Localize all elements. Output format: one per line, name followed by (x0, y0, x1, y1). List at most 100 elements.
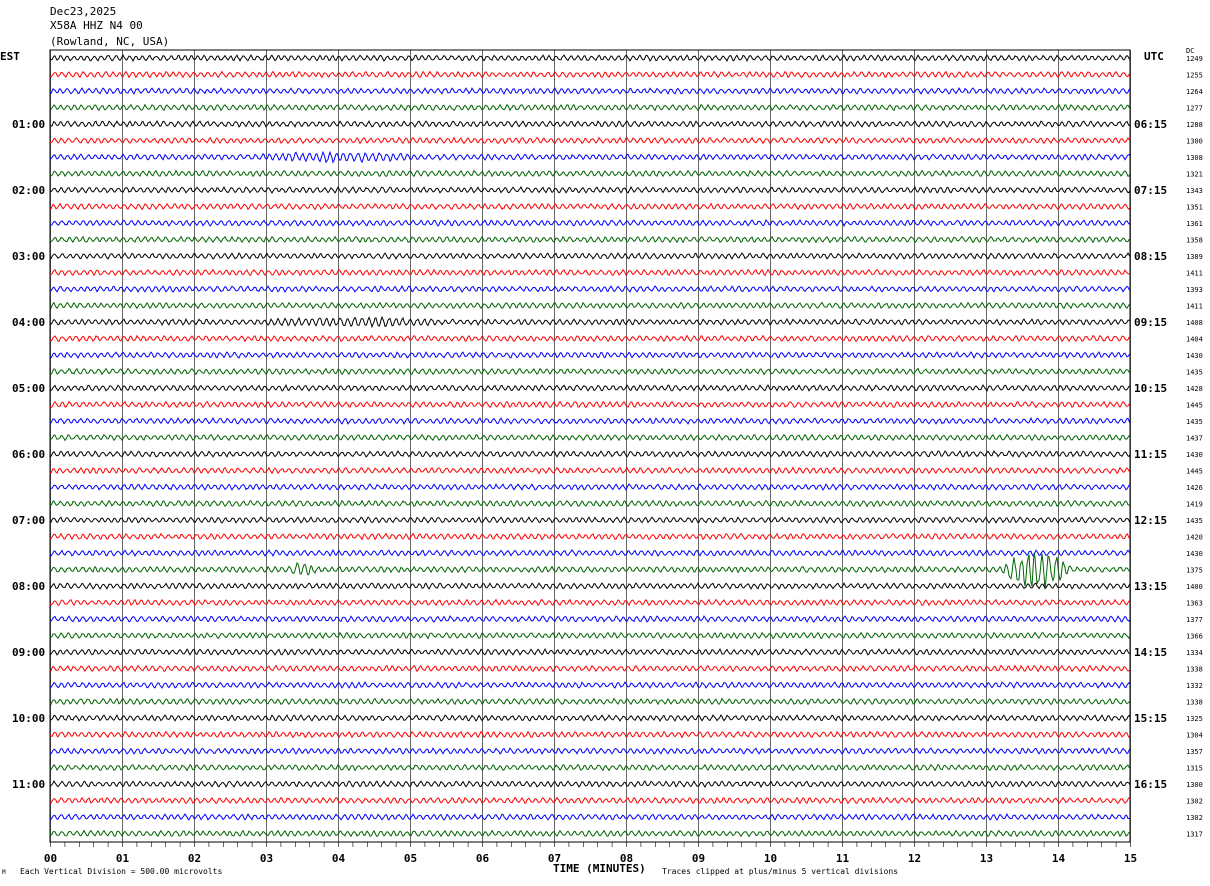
dc-value: 1430 (1186, 352, 1203, 360)
dc-value: 1435 (1186, 517, 1203, 525)
dc-value: 1308 (1186, 154, 1203, 162)
trace-row (50, 72, 1130, 78)
trace-row (50, 831, 1130, 837)
dc-value: 1304 (1186, 732, 1203, 740)
trace-row (50, 286, 1130, 292)
x-tick-label: 05 (404, 852, 417, 865)
dc-value: 1404 (1186, 336, 1203, 344)
x-tick-label: 10 (764, 852, 777, 865)
dc-value: 1334 (1186, 649, 1203, 657)
est-hour-label: 05:00 (12, 382, 45, 395)
dc-value: 1363 (1186, 600, 1203, 608)
dc-value: 1393 (1186, 286, 1203, 294)
dc-value: 1351 (1186, 204, 1203, 212)
utc-hour-label: 16:15 (1134, 778, 1167, 791)
trace-row (50, 484, 1130, 490)
est-hour-label: 04:00 (12, 316, 45, 329)
dc-value: 1288 (1186, 121, 1203, 129)
x-tick-label: 14 (1052, 852, 1066, 865)
dc-value: 1264 (1186, 88, 1203, 96)
x-axis-label: TIME (MINUTES) (553, 862, 646, 875)
dc-value: 1437 (1186, 435, 1203, 443)
x-tick-label: 01 (116, 852, 130, 865)
x-tick-label: 04 (332, 852, 346, 865)
utc-hour-label: 13:15 (1134, 580, 1167, 593)
trace-row (50, 468, 1130, 474)
trace-row (50, 237, 1130, 243)
dc-value: 1389 (1186, 253, 1203, 261)
trace-row (50, 781, 1130, 787)
est-hour-label: 10:00 (12, 712, 45, 725)
est-hour-label: 07:00 (12, 514, 45, 527)
dc-value: 1249 (1186, 55, 1203, 63)
trace-row (50, 616, 1130, 622)
dc-value: 1430 (1186, 550, 1203, 558)
dc-value: 1445 (1186, 402, 1203, 410)
dc-value: 1300 (1186, 138, 1203, 146)
x-tick-label: 15 (1124, 852, 1137, 865)
trace-row (50, 682, 1130, 688)
est-hour-label: 02:00 (12, 184, 45, 197)
dc-value: 1343 (1186, 187, 1203, 195)
dc-value: 1302 (1186, 814, 1203, 822)
utc-hour-label: 07:15 (1134, 184, 1167, 197)
utc-hour-label: 08:15 (1134, 250, 1167, 263)
trace-row (50, 553, 1130, 590)
trace-row (50, 534, 1130, 540)
trace-row (50, 369, 1130, 375)
trace-row (50, 715, 1130, 721)
utc-hour-label: 11:15 (1134, 448, 1167, 461)
trace-row (50, 633, 1130, 639)
trace-row (50, 171, 1130, 177)
est-hour-label: 11:00 (12, 778, 45, 791)
trace-row (50, 732, 1130, 738)
dc-value: 1315 (1186, 765, 1203, 773)
est-hour-label: 08:00 (12, 580, 45, 593)
dc-value: 1357 (1186, 748, 1203, 756)
x-tick-label: 00 (44, 852, 57, 865)
dc-value: 1255 (1186, 72, 1203, 80)
utc-hour-label: 12:15 (1134, 514, 1167, 527)
x-tick-label: 02 (188, 852, 201, 865)
x-tick-label: 13 (980, 852, 993, 865)
trace-row (50, 220, 1130, 226)
trace-row (50, 317, 1130, 327)
dc-value: 1332 (1186, 682, 1203, 690)
est-hour-label: 01:00 (12, 118, 45, 131)
utc-hour-label: 06:15 (1134, 118, 1167, 131)
trace-row (50, 666, 1130, 672)
trace-row (50, 138, 1130, 144)
trace-row (50, 253, 1130, 259)
dc-value: 1411 (1186, 303, 1203, 311)
dc-value: 1420 (1186, 534, 1203, 542)
dc-value: 1428 (1186, 385, 1203, 393)
dc-value: 1375 (1186, 567, 1203, 575)
trace-row (50, 814, 1130, 820)
trace-row (50, 88, 1130, 94)
trace-row (50, 204, 1130, 210)
dc-value: 1408 (1186, 319, 1203, 327)
trace-row (50, 385, 1130, 391)
trace-row (50, 798, 1130, 804)
dc-value: 1361 (1186, 220, 1203, 228)
dc-value: 1411 (1186, 270, 1203, 278)
trace-row (50, 336, 1130, 342)
dc-value: 1321 (1186, 171, 1203, 179)
utc-hour-label: 15:15 (1134, 712, 1167, 725)
dc-value: 1317 (1186, 831, 1203, 839)
seismogram-plot: 00 01 02 03 04 05 06 07 08 09 10 11 12 13 14 1512491255… (0, 0, 1210, 886)
trace-row (50, 550, 1130, 556)
trace-row (50, 435, 1130, 441)
dc-value: 1430 (1186, 451, 1203, 459)
trace-row (50, 105, 1130, 111)
est-hour-label: 03:00 (12, 250, 45, 263)
scale-note: Each Vertical Division = 500.00 microvol… (20, 867, 222, 876)
trace-row (50, 765, 1130, 771)
corner-mark: M (2, 869, 6, 876)
x-tick-label: 12 (908, 852, 921, 865)
trace-row (50, 121, 1130, 127)
dc-value: 1435 (1186, 369, 1203, 377)
trace-row (50, 187, 1130, 193)
dc-value: 1400 (1186, 583, 1203, 591)
trace-row (50, 303, 1130, 309)
